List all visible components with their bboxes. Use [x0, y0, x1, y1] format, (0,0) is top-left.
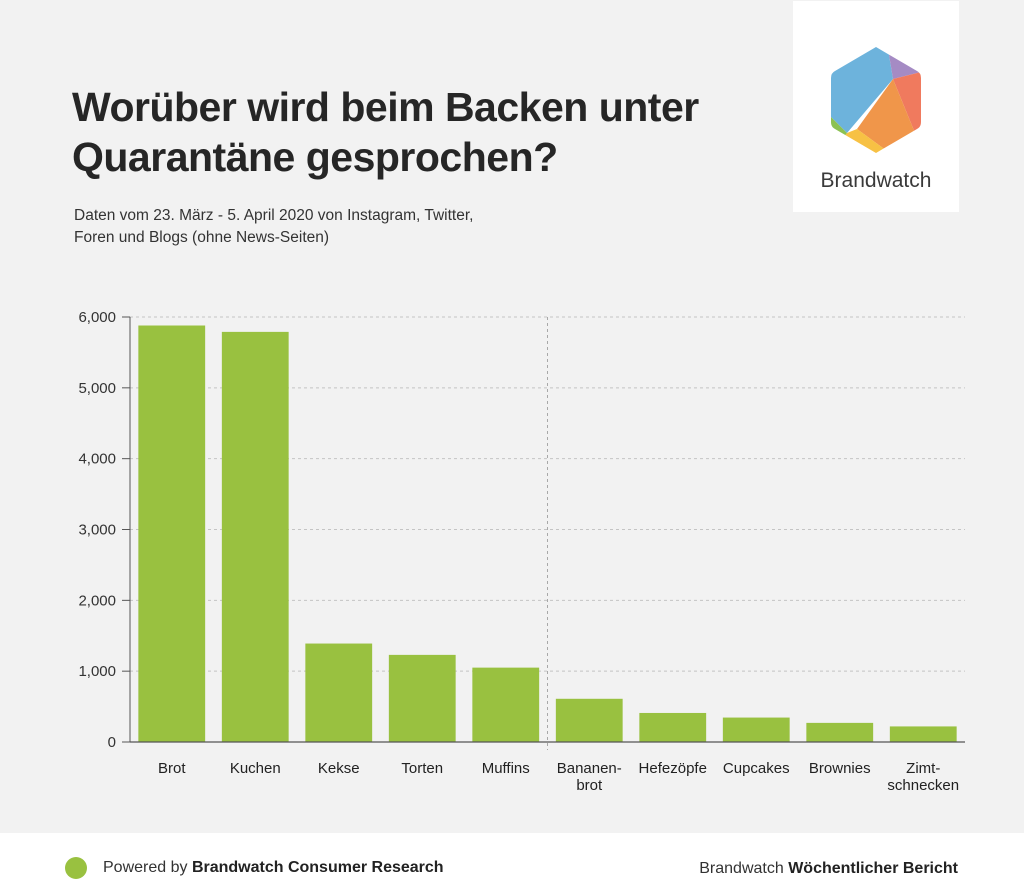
bar	[138, 325, 206, 742]
footer-dot-icon	[65, 857, 87, 879]
bar	[388, 654, 456, 742]
x-tick-label: Torten	[401, 760, 443, 777]
y-tick-label: 0	[108, 734, 116, 751]
x-tick-label: Cupcakes	[723, 760, 790, 777]
subtitle-line-2: Foren und Blogs (ohne News-Seiten)	[74, 229, 330, 246]
logo-text: Brandwatch	[820, 169, 932, 192]
x-tick-label: Kekse	[318, 760, 360, 777]
hexagon-logo-icon	[831, 47, 921, 153]
bar	[555, 698, 623, 742]
brandwatch-logo: Brandwatch	[793, 1, 959, 212]
chart-title: Worüber wird beim Backen unter Quarantän…	[72, 82, 772, 182]
subtitle-line-1: Daten vom 23. März - 5. April 2020 von I…	[74, 207, 474, 224]
bar	[221, 331, 289, 742]
bar	[639, 712, 707, 742]
footer-powered-by: Powered by Brandwatch Consumer Research	[103, 859, 444, 877]
title-line-2: Quarantäne gesprochen?	[72, 134, 558, 180]
bar	[889, 726, 957, 742]
y-tick-label: 5,000	[78, 380, 116, 397]
y-tick-label: 1,000	[78, 663, 116, 680]
footer-report: Brandwatch Wöchentlicher Bericht	[699, 860, 958, 878]
x-tick-label: Bananen-brot	[557, 760, 622, 794]
x-tick-label: Zimt-schnecken	[887, 760, 959, 794]
logo-facet-3	[857, 79, 915, 151]
footer-left-bold: Brandwatch Consumer Research	[191, 859, 444, 876]
y-tick-label: 2,000	[78, 592, 116, 609]
y-tick-label: 4,000	[78, 451, 116, 468]
footer-right-prefix: Brandwatch	[699, 860, 789, 877]
title-line-1: Worüber wird beim Backen unter	[72, 84, 699, 130]
y-tick-label: 6,000	[78, 309, 116, 326]
bar	[305, 643, 373, 742]
footer-left-prefix: Powered by	[103, 859, 192, 876]
bar	[722, 717, 790, 742]
footer-right-bold: Wöchentlicher Bericht	[788, 860, 958, 877]
x-tick-label: Brot	[158, 760, 186, 777]
bar	[472, 667, 540, 742]
bar-chart: 0 1,000 2,000 3,000 4,000 5,000 6,000 Brot Kuche…	[78, 309, 965, 794]
x-tick-label: Brownies	[809, 760, 871, 777]
x-tick-label: Kuchen	[230, 760, 281, 777]
footer: Powered by Brandwatch Consumer Research …	[0, 833, 1024, 893]
y-tick-label: 3,000	[78, 522, 116, 539]
x-tick-label: Hefezöpfe	[639, 760, 707, 777]
x-tick-label: Muffins	[482, 760, 530, 777]
chart-subtitle: Daten vom 23. März - 5. April 2020 von I…	[74, 205, 594, 249]
bar	[806, 722, 874, 742]
